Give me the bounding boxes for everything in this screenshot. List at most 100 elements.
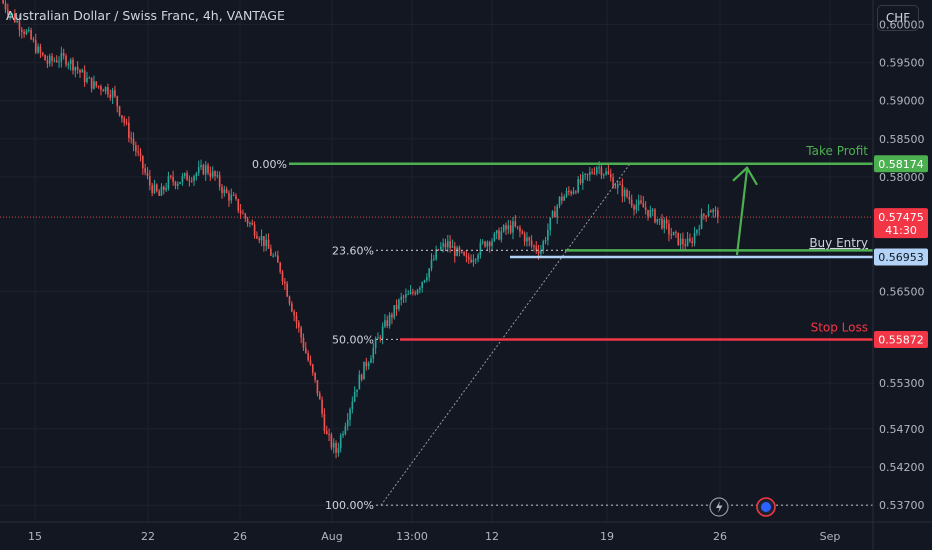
candle-body (46, 60, 49, 64)
candle-body (239, 210, 242, 214)
candle-body (570, 191, 572, 194)
candle-body (165, 187, 167, 190)
candle-body (235, 195, 237, 200)
candle-body (691, 241, 694, 244)
candle-body (7, 9, 9, 15)
fib-trend-line (380, 163, 631, 506)
candle-body (37, 46, 39, 53)
candlestick-series (2, 0, 719, 459)
candle-body (79, 69, 81, 73)
lightning-glyph (716, 501, 723, 513)
candle-body (360, 374, 363, 380)
price-tick-label: 0.58500 (879, 133, 925, 146)
candle-body (179, 181, 181, 184)
candle-body (607, 171, 610, 175)
candle-body (351, 401, 354, 410)
candle-body (311, 364, 314, 373)
trade-overlays: 0.00% 23.60% 50.00% 100.00% Take Profit Buy E… (0, 144, 873, 512)
candle-body (372, 347, 375, 359)
stop-loss-badge-label: 0.55872 (878, 333, 924, 346)
candle-body (356, 389, 358, 393)
candle-body (160, 186, 163, 196)
candle-body (302, 337, 305, 348)
candle-body (577, 179, 579, 193)
candle-body (181, 176, 184, 182)
candle-body (540, 250, 542, 254)
candle-body (402, 296, 405, 298)
candle-body (363, 361, 365, 380)
candle-body (591, 171, 593, 174)
candle-body (328, 434, 330, 436)
candle-body (500, 231, 503, 240)
candle-body (693, 232, 696, 244)
candle-body (174, 181, 177, 186)
candle-body (442, 243, 444, 247)
candle-body (95, 81, 98, 86)
candle-body (386, 320, 389, 327)
candle-body (153, 184, 156, 194)
candle-body (125, 122, 128, 124)
candle-body (516, 226, 519, 228)
candle-body (121, 115, 123, 119)
price-tick-label: 0.58000 (879, 171, 925, 184)
candle-body (635, 204, 638, 210)
candle-body (689, 238, 691, 242)
candle-body (714, 209, 717, 211)
candle-body (335, 443, 337, 453)
candle-body (137, 151, 139, 153)
candle-body (554, 211, 556, 218)
candle-body (556, 206, 559, 218)
last-price-badge (874, 208, 928, 239)
candle-body (349, 409, 351, 420)
candle-body (542, 241, 545, 251)
currency-button[interactable]: CHF (877, 5, 919, 31)
candle-body (100, 86, 102, 90)
candle-body (284, 281, 286, 284)
candle-body (481, 241, 484, 243)
candle-body (537, 250, 540, 254)
candle-body (433, 259, 435, 261)
chart-grid (0, 0, 873, 522)
candle-body (204, 165, 207, 175)
candle-body (477, 255, 479, 260)
candle-body (225, 189, 228, 193)
candle-body (323, 413, 326, 431)
candle-body (568, 190, 570, 192)
candle-body (644, 207, 647, 210)
candle-body (451, 246, 454, 248)
time-tick-label: 26 (713, 530, 727, 543)
candle-body (572, 191, 575, 194)
candle-body (155, 184, 158, 192)
candle-body (97, 85, 100, 87)
candle-body (565, 190, 568, 197)
price-axis: 0.60000 0.59500 0.59000 0.58500 0.58000 0.565… (879, 18, 925, 512)
candle-body (593, 173, 596, 175)
candle-body (507, 225, 510, 230)
candle-body (463, 252, 465, 256)
time-tick-label: 15 (28, 530, 42, 543)
candle-body (309, 360, 312, 365)
candle-body (458, 247, 461, 252)
candle-body (237, 199, 240, 211)
candle-body (530, 240, 533, 246)
candle-body (358, 374, 361, 390)
candle-body (637, 200, 640, 205)
candle-body (13, 13, 16, 22)
candle-body (135, 145, 137, 152)
candle-body (318, 393, 321, 400)
candle-body (330, 434, 333, 448)
buy-entry-label: Buy Entry (809, 236, 868, 250)
candle-body (551, 211, 554, 218)
candle-body (628, 196, 631, 200)
candle-body (132, 138, 135, 146)
candle-body (144, 168, 146, 173)
candle-body (263, 236, 265, 246)
event-icons (709, 497, 776, 517)
candle-body (561, 196, 563, 201)
candle-body (337, 448, 340, 453)
candle-body (65, 55, 67, 65)
candle-body (23, 31, 25, 34)
candle-body (428, 268, 430, 278)
